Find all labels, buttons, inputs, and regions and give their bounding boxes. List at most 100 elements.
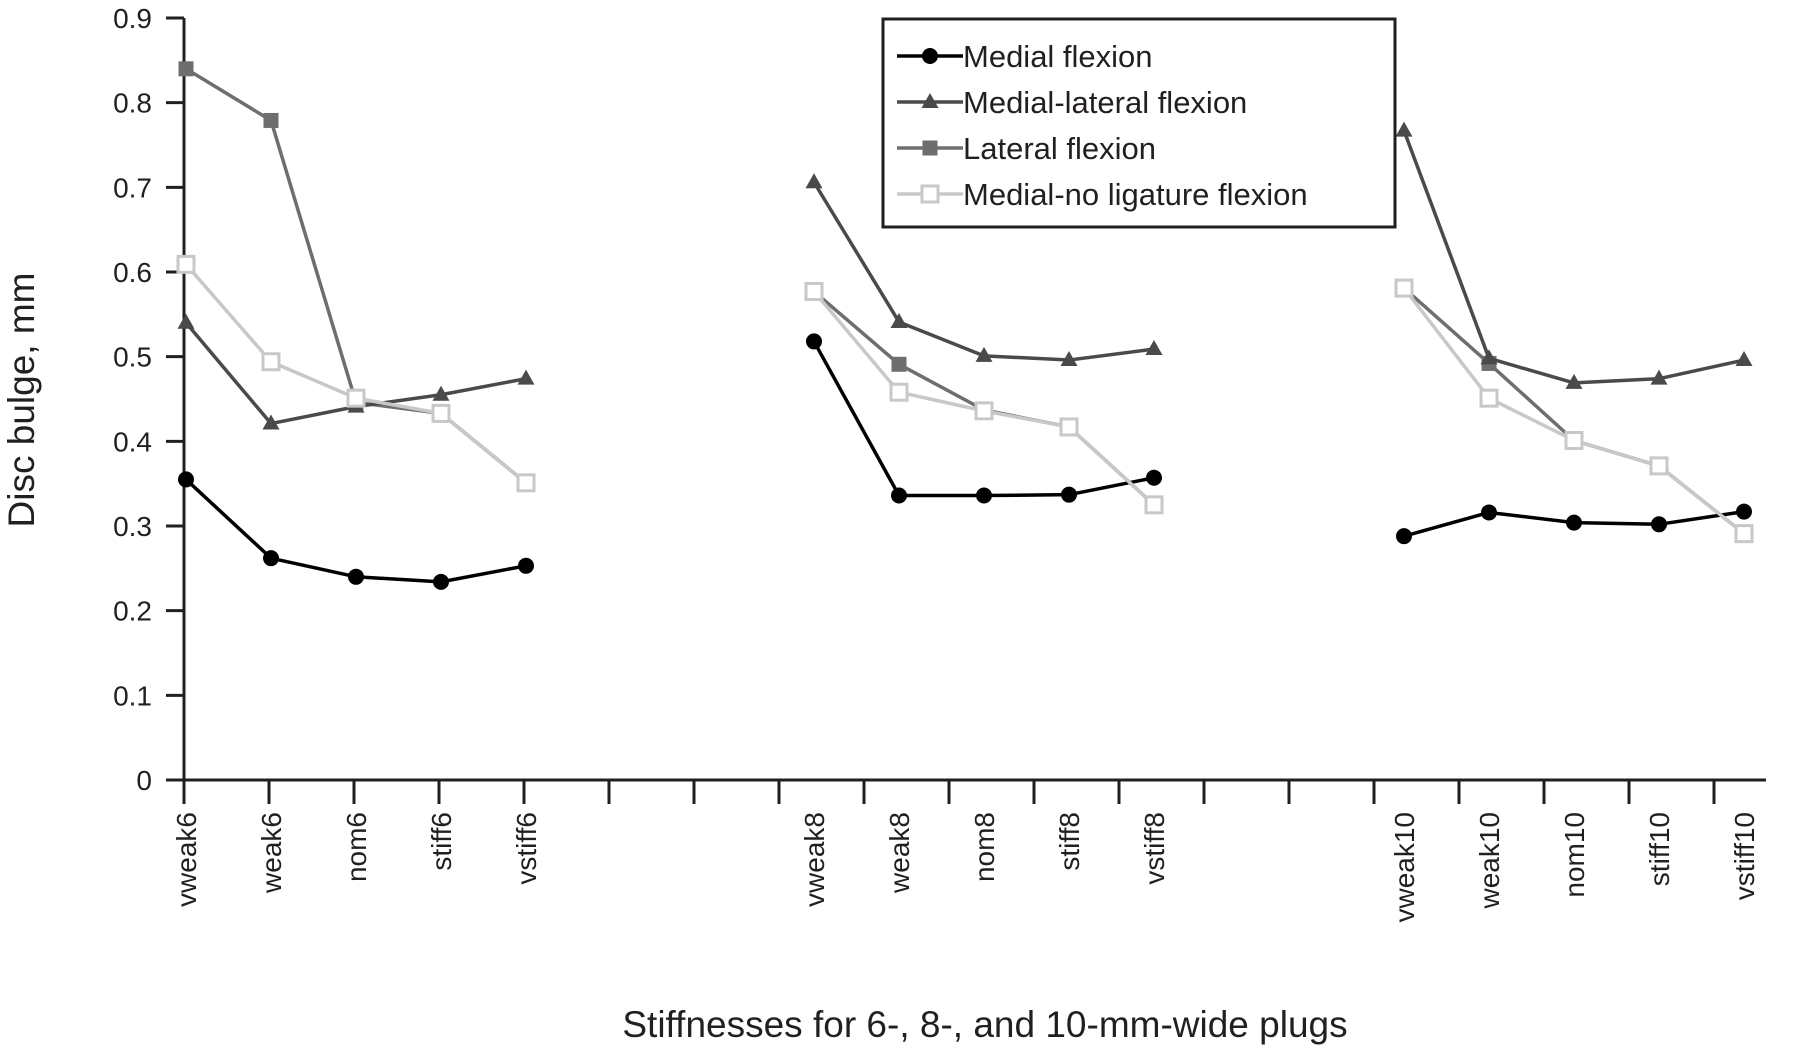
- x-tick-label: vweak6: [171, 812, 202, 907]
- data-point: [804, 281, 824, 301]
- data-point: [920, 184, 940, 204]
- data-point: [1395, 121, 1413, 137]
- data-point: [517, 369, 535, 385]
- data-point: [890, 312, 908, 328]
- data-point: [263, 550, 279, 567]
- data-point: [348, 568, 364, 585]
- legend: Medial flexion Medial-lateral flexion Late…: [881, 17, 1397, 229]
- data-point: [922, 48, 938, 64]
- data-point: [974, 401, 994, 421]
- legend-item: Medial flexion: [897, 39, 1153, 74]
- legend-item: Medial-lateral flexion: [897, 85, 1247, 120]
- x-tick-label: nom10: [1559, 812, 1590, 898]
- data-point: [1061, 486, 1077, 503]
- data-point: [177, 313, 195, 329]
- x-tick-label: stiff8: [1054, 812, 1085, 871]
- data-point: [516, 473, 536, 493]
- x-tick-label: nom6: [341, 812, 372, 882]
- y-tick-label: 0.1: [113, 680, 152, 711]
- x-tick-label: nom8: [969, 812, 1000, 882]
- y-tick-label: 0.3: [113, 511, 152, 542]
- legend-item: Lateral flexion: [897, 131, 1156, 166]
- data-point: [1566, 514, 1582, 531]
- data-point: [1651, 516, 1667, 533]
- data-point: [1479, 388, 1499, 408]
- data-point: [1650, 369, 1668, 385]
- data-point: [1146, 469, 1162, 486]
- y-tick-label: 0.2: [113, 596, 152, 627]
- data-point: [263, 112, 279, 128]
- data-point: [1649, 456, 1669, 476]
- data-point: [975, 346, 993, 362]
- data-point: [433, 573, 449, 590]
- series-line: [1402, 287, 1746, 535]
- legend-label: Lateral flexion: [963, 131, 1156, 166]
- x-tick-label: vstiff10: [1729, 812, 1760, 900]
- data-point: [889, 382, 909, 402]
- x-tick-label: stiff6: [426, 812, 457, 871]
- series-line: [812, 290, 1156, 507]
- x-tick-label: weak8: [884, 812, 915, 894]
- x-tick-label: vweak10: [1389, 812, 1420, 923]
- data-point: [1060, 351, 1078, 367]
- data-point: [1735, 351, 1753, 367]
- data-point: [1145, 340, 1163, 356]
- x-ticks: vweak6 weak6 nom6 stiff6 vstiff6 vweak8 weak8 n…: [171, 780, 1760, 923]
- data-point: [1565, 373, 1583, 389]
- series-medial-no-ligature-flexion: [176, 254, 1754, 544]
- data-point: [976, 487, 992, 504]
- series-line: [812, 290, 1156, 507]
- data-point: [346, 388, 366, 408]
- data-point: [1564, 430, 1584, 450]
- axes: 0 0.1 0.2 0.3 0.4 0.5 0.6 0.7 0.8 0.9 vweak6 weak6…: [113, 3, 1766, 923]
- data-point: [261, 352, 281, 372]
- legend-label: Medial flexion: [963, 39, 1153, 74]
- y-ticks: 0 0.1 0.2 0.3 0.4 0.5 0.6 0.7 0.8 0.9: [113, 3, 184, 796]
- series-line: [1402, 129, 1745, 385]
- data-point: [262, 414, 280, 430]
- x-tick-label: weak6: [256, 812, 287, 894]
- series-line: [1402, 286, 1746, 535]
- data-point: [518, 557, 534, 574]
- legend-items: Medial flexion Medial-lateral flexion Late…: [897, 39, 1308, 212]
- y-tick-label: 0.6: [113, 257, 152, 288]
- data-point: [891, 356, 907, 372]
- x-tick-label: weak10: [1474, 812, 1505, 910]
- data-point: [1736, 503, 1752, 520]
- data-point: [921, 93, 939, 108]
- data-point: [1396, 528, 1412, 545]
- data-point: [1144, 495, 1164, 515]
- data-point: [431, 403, 451, 423]
- y-tick-label: 0.7: [113, 172, 152, 203]
- data-point: [178, 61, 194, 77]
- y-tick-label: 0.4: [113, 426, 152, 457]
- data-point: [805, 173, 823, 189]
- y-tick-label: 0.5: [113, 342, 152, 373]
- x-tick-label: stiff10: [1644, 812, 1675, 886]
- series-line: [185, 67, 528, 485]
- series-line: [184, 263, 528, 485]
- x-axis-title: Stiffnesses for 6-, 8-, and 10-mm-wide p…: [622, 1004, 1347, 1045]
- data-point: [891, 487, 907, 504]
- legend-item: Medial-no ligature flexion: [897, 177, 1308, 212]
- data-point: [1734, 524, 1754, 544]
- y-axis-title: Disc bulge, mm: [1, 273, 42, 528]
- series-layer: [176, 61, 1754, 590]
- y-tick-label: 0.8: [113, 88, 152, 119]
- data-point: [922, 140, 938, 156]
- data-point: [178, 471, 194, 488]
- y-tick-label: 0: [136, 765, 152, 796]
- series-medial-flexion: [178, 333, 1752, 590]
- x-tick-label: vstiff8: [1139, 812, 1170, 885]
- x-tick-label: vweak8: [799, 812, 830, 907]
- series-line: [184, 478, 527, 584]
- y-tick-label: 0.9: [113, 3, 152, 34]
- legend-label: Medial-lateral flexion: [963, 85, 1247, 120]
- legend-label: Medial-no ligature flexion: [963, 177, 1308, 212]
- data-point: [1480, 349, 1498, 365]
- legend-box: [881, 17, 1397, 229]
- data-point: [176, 254, 196, 274]
- series-medial-lateral-flexion: [177, 121, 1753, 430]
- data-point: [1481, 504, 1497, 521]
